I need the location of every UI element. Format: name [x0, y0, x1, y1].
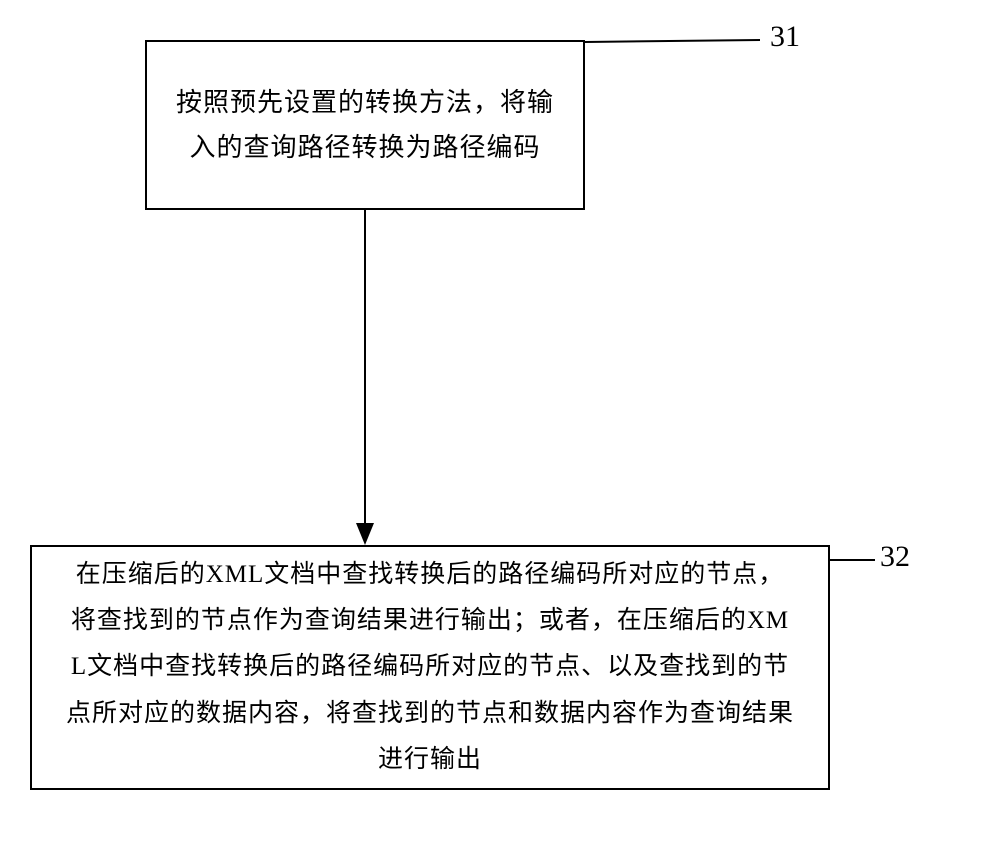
- label-31: 31: [770, 20, 800, 54]
- flow-step-2: 在压缩后的XML文档中查找转换后的路径编码所对应的节点，将查找到的节点作为查询结…: [30, 545, 830, 790]
- label-32: 32: [880, 540, 910, 574]
- flow-step-1-text: 按照预先设置的转换方法，将输入的查询路径转换为路径编码: [176, 80, 554, 171]
- flow-step-1: 按照预先设置的转换方法，将输入的查询路径转换为路径编码: [145, 40, 585, 210]
- flow-step-2-text: 在压缩后的XML文档中查找转换后的路径编码所对应的节点，将查找到的节点作为查询结…: [66, 552, 794, 783]
